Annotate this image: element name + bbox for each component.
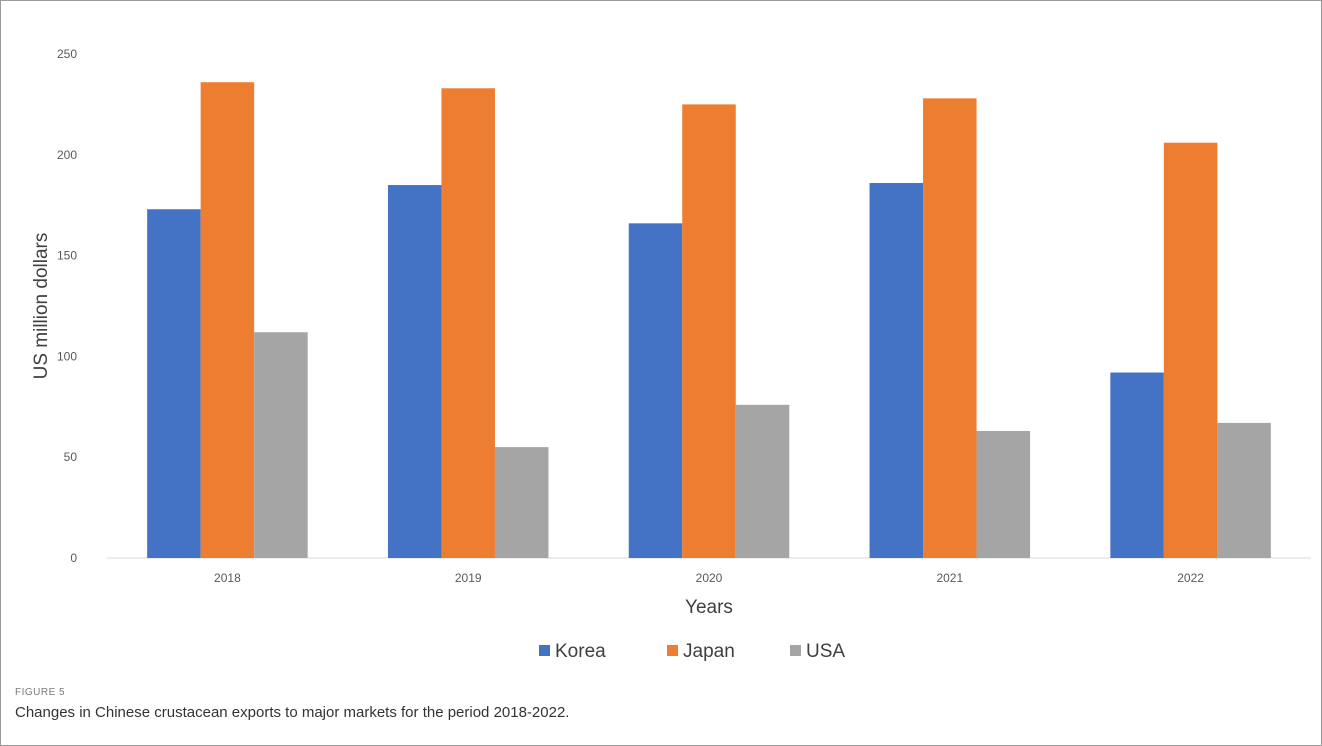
bar-chart: 0 50 100 150 200 250 2018 2019 2020 2021 2022 Years… xyxy=(31,47,1311,662)
legend-label-korea: Korea xyxy=(555,641,606,662)
figure-label: FIGURE 5 xyxy=(15,687,66,698)
figure-caption: Changes in Chinese crustacean exports to… xyxy=(15,704,570,721)
x-tick-label: 2021 xyxy=(936,571,963,585)
legend-swatch-korea xyxy=(539,645,550,656)
y-tick-label: 200 xyxy=(57,148,77,162)
bar-korea-2022 xyxy=(1110,372,1164,558)
y-tick-label: 50 xyxy=(64,450,78,464)
bar-usa-2021 xyxy=(976,430,1031,558)
bar-usa-2022 xyxy=(1217,422,1271,558)
bar-japan-2022 xyxy=(1163,142,1218,559)
legend-label-japan: Japan xyxy=(683,641,735,662)
bar-usa-2019 xyxy=(494,447,549,558)
y-tick-label: 150 xyxy=(57,249,77,263)
legend-label-usa: USA xyxy=(806,641,845,662)
legend-swatch-usa xyxy=(790,645,801,656)
legend-swatch-japan xyxy=(667,645,678,656)
x-tick-label: 2020 xyxy=(696,571,723,585)
x-tick-label: 2022 xyxy=(1177,571,1204,585)
bar-korea-2020 xyxy=(628,223,683,558)
x-axis-title: Years xyxy=(685,597,733,618)
bar-japan-2021 xyxy=(923,98,977,559)
bar-usa-2018 xyxy=(254,332,308,558)
bar-japan-2019 xyxy=(441,88,495,558)
bar-usa-2020 xyxy=(735,404,790,558)
y-tick-label: 250 xyxy=(57,47,77,61)
y-tick-label: 100 xyxy=(57,349,77,363)
y-axis-title: US million dollars xyxy=(31,233,52,380)
bar-japan-2020 xyxy=(682,104,736,559)
bar-korea-2018 xyxy=(147,209,201,558)
bar-korea-2021 xyxy=(869,183,924,559)
bar-korea-2019 xyxy=(387,185,442,559)
x-tick-label: 2019 xyxy=(455,571,482,585)
bar-japan-2018 xyxy=(200,82,255,558)
y-tick-label: 0 xyxy=(70,551,77,565)
x-tick-label: 2018 xyxy=(214,571,241,585)
